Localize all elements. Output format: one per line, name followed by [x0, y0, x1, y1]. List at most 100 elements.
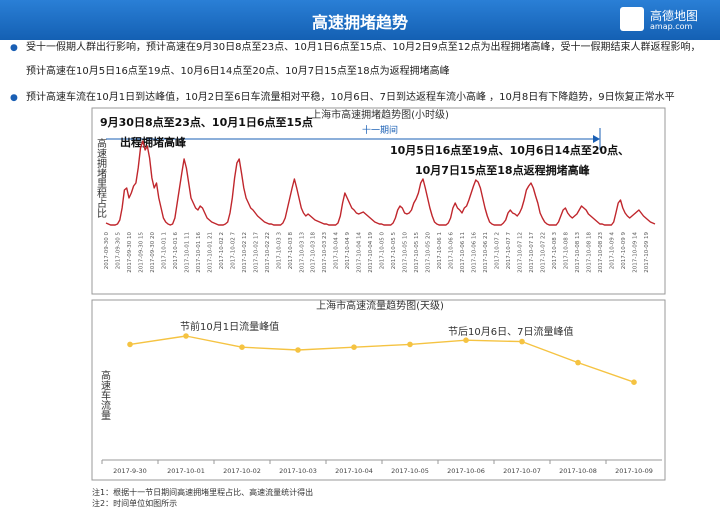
- annotation: 十一期间: [362, 124, 398, 136]
- x-tick-label: 2017-10-01 1: [161, 232, 167, 269]
- point: [631, 379, 637, 386]
- x-tick-label: 2017-10-04 19: [368, 232, 374, 273]
- x-tick-label: 2017-10-02 12: [242, 232, 248, 273]
- x-tick-label: 2017-10-02 2: [219, 232, 225, 269]
- x-tick-label: 2017-10-02 22: [265, 232, 271, 273]
- x-tick-label: 2017-10-01 21: [207, 232, 213, 273]
- x-tick-label: 2017-10-05 20: [426, 232, 432, 273]
- x-tick-label: 2017-10-04 4: [334, 232, 340, 270]
- y-axis-label: 高速车流量: [99, 369, 111, 420]
- logo-icon: [620, 7, 644, 31]
- x-tick-label: 2017-10-06 1: [437, 232, 443, 269]
- point: [127, 341, 133, 348]
- x-tick-label: 2017-10-03: [279, 467, 317, 475]
- point: [407, 341, 413, 348]
- annotation: 10月5日16点至19点、10月6日14点至20点、: [390, 143, 629, 157]
- x-tick-label: 2017-10-07 7: [506, 232, 512, 270]
- note: 注2：时间单位如图所示: [92, 499, 178, 508]
- y-axis-label: 高速拥堵里程占比: [95, 137, 107, 218]
- x-tick-label: 2017-10-03 3: [276, 232, 282, 270]
- x-tick-label: 2017-09-30 15: [138, 232, 144, 273]
- x-tick-label: 2017-10-02 7: [230, 232, 236, 270]
- x-tick-label: 2017-10-08 23: [598, 232, 604, 273]
- point: [575, 359, 581, 366]
- bullet: ● 受十一假期人群出行影响，预计高速在9月30日8点至23点、10月1日6点至15…: [10, 36, 706, 84]
- slide-title: 高速拥堵趋势: [311, 13, 408, 32]
- annotation: 10月7日15点至18点返程拥堵高峰: [415, 163, 591, 177]
- logo: 高德地图 amap.com: [620, 5, 710, 35]
- x-tick-label: 2017-09-30 20: [150, 232, 156, 273]
- note: 注1：根据十一节日期间高速拥堵里程占比、高速流量统计得出: [92, 488, 314, 497]
- x-tick-label: 2017-10-07 12: [517, 232, 523, 273]
- x-tick-label: 2017-10-04 14: [357, 232, 363, 273]
- point: [295, 347, 301, 353]
- chart-title: 上海市高速拥堵趋势图(小时级): [311, 108, 449, 121]
- x-tick-label: 2017-10-09 19: [644, 232, 650, 273]
- point: [183, 333, 189, 339]
- x-tick-label: 2017-10-04 9: [345, 232, 351, 270]
- x-tick-label: 2017-10-06 21: [483, 232, 489, 273]
- x-tick-label: 2017-10-03 23: [322, 232, 328, 273]
- chart-frame: [91, 299, 666, 481]
- x-tick-label: 2017-10-08 3: [552, 232, 558, 270]
- x-tick-label: 2017-10-01: [167, 467, 205, 475]
- annotation: 节前10月1日流量峰值: [180, 320, 279, 333]
- header-bar: 高速拥堵趋势 高德地图 amap.com: [0, 0, 720, 40]
- x-tick-label: 2017-10-06 11: [460, 232, 466, 273]
- x-tick-label: 2017-10-04: [335, 467, 373, 475]
- annotation: 节后10月6日、7日流量峰值: [448, 325, 573, 338]
- series-line: [105, 140, 656, 226]
- x-tick-label: 2017-10-05 5: [391, 232, 397, 270]
- x-tick-label: 2017-10-05 0: [380, 232, 386, 270]
- x-tick-label: 2017-10-01 16: [196, 232, 202, 273]
- x-tick-label: 2017-10-03 13: [299, 232, 305, 273]
- x-tick-label: 2017-9-30: [113, 467, 147, 475]
- x-tick-label: 2017-10-02 17: [253, 232, 259, 273]
- x-tick-label: 2017-09-30 0: [104, 232, 110, 270]
- x-tick-label: 2017-10-01 6: [173, 232, 179, 270]
- annotation: 9月30日8点至23点、10月1日6点至15点: [100, 115, 313, 129]
- x-tick-label: 2017-09-30 5: [115, 232, 121, 270]
- chart-frame: [91, 107, 666, 295]
- bullet: ● 预计高速车流在10月1日到达峰值，10月2日至6日车流量相对平稳，10月6日、…: [10, 86, 706, 110]
- bullet-text: 受十一假期人群出行影响，预计高速在9月30日8点至23点、10月1日6点至15点…: [26, 42, 701, 77]
- x-tick-label: 2017-10-02: [223, 467, 261, 475]
- x-tick-label: 2017-10-05 15: [414, 232, 420, 273]
- x-tick-label: 2017-10-06 16: [472, 232, 478, 273]
- x-tick-label: 2017-10-07 22: [540, 232, 546, 273]
- x-tick-label: 2017-09-30 10: [127, 232, 133, 273]
- x-tick-label: 2017-10-09 9: [621, 232, 627, 270]
- x-tick-label: 2017-10-09 14: [632, 232, 638, 273]
- x-tick-label: 2017-10-07 2: [495, 232, 501, 269]
- x-tick-label: 2017-10-05: [391, 467, 429, 475]
- bullet-dot: ●: [10, 43, 18, 53]
- point: [519, 338, 525, 345]
- x-tick-label: 2017-10-08 8: [563, 232, 569, 270]
- x-tick-label: 2017-10-09 4: [609, 232, 615, 270]
- x-tick-label: 2017-10-07: [503, 467, 541, 475]
- x-tick-label: 2017-10-08: [559, 467, 597, 475]
- arrow-head: [593, 135, 600, 143]
- point: [239, 344, 245, 351]
- x-tick-label: 2017-10-01 11: [184, 232, 190, 273]
- x-tick-label: 2017-10-03 18: [311, 232, 317, 273]
- bullet-text: 预计高速车流在10月1日到达峰值，10月2日至6日车流量相对平稳，10月6日、7…: [26, 92, 675, 103]
- x-tick-label: 2017-10-07 17: [529, 232, 535, 273]
- x-tick-label: 2017-10-09: [615, 467, 653, 475]
- x-tick-label: 2017-10-06 6: [449, 232, 455, 270]
- point: [351, 344, 357, 351]
- point: [463, 337, 469, 344]
- logo-url: amap.com: [650, 22, 693, 31]
- annotation: 出程拥堵高峰: [120, 135, 187, 149]
- logo-text: 高德地图: [650, 9, 699, 23]
- chart-title: 上海市高速流量趋势图(天级): [316, 299, 444, 312]
- bullet-dot: ●: [10, 93, 18, 103]
- x-tick-label: 2017-10-08 13: [575, 232, 581, 273]
- series-line: [129, 335, 635, 383]
- x-tick-label: 2017-10-03 8: [288, 232, 294, 270]
- x-tick-label: 2017-10-05 10: [403, 232, 409, 273]
- x-tick-label: 2017-10-06: [447, 467, 485, 475]
- x-tick-label: 2017-10-08 18: [586, 232, 592, 273]
